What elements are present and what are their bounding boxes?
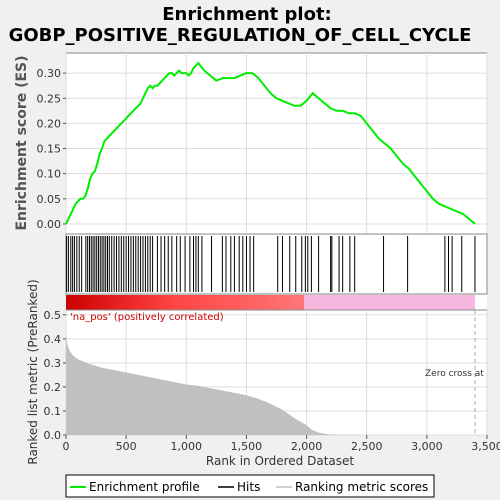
x-tick-label: 3,000 [411,440,443,453]
metric-y-tick-label: 0.0 [44,429,62,442]
x-axis-label: Rank in Ordered Dataset [206,454,354,468]
x-tick-label: 2,000 [291,440,323,453]
metric-y-ticks: 0.0 0.1 0.2 0.3 0.4 0.5 [44,309,66,442]
band-positive [66,295,305,310]
es-y-tick-label: 0.15 [37,143,62,156]
rank-color-band [66,295,487,310]
x-tick-label: 3,500 [471,440,500,453]
x-tick-label: 500 [116,440,137,453]
metric-y-axis-label: Ranked list metric (PreRanked) [26,279,40,464]
legend-box [65,474,435,498]
legend-label-enrichment: Enrichment profile [89,480,200,494]
chart-title-line2: GOBP_POSITIVE_REGULATION_OF_CELL_CYCLE [9,25,472,46]
hits-marks [66,236,476,292]
metric-y-tick-label: 0.5 [44,309,62,322]
ranking-metric-area [66,334,475,435]
es-y-ticks: 0.00 0.05 0.10 0.15 0.20 0.25 0.30 [37,67,66,231]
positive-correlation-annotation: 'na_pos' (positively correlated) [70,312,224,323]
hits-panel-frame [65,233,488,295]
metric-y-tick-label: 0.1 [44,405,62,418]
es-y-tick-label: 0.20 [37,117,62,130]
x-tick-label: 0 [63,440,70,453]
metric-y-tick-label: 0.4 [44,333,62,346]
es-y-axis-label: Enrichment score (ES) [14,55,30,230]
es-panel-frame [65,52,488,235]
band-empty [474,295,487,310]
es-y-tick-label: 0.10 [37,168,62,181]
enrichment-profile-line [65,61,476,225]
band-negative [304,295,475,310]
chart-title-line1: Enrichment plot: [162,4,332,25]
es-y-tick-label: 0.25 [37,92,62,105]
es-y-tick-label: 0.00 [37,218,62,231]
es-y-tick-label: 0.05 [37,193,62,206]
legend-label-hits: Hits [237,480,260,494]
legend-label-metric: Ranking metric scores [295,480,428,494]
x-tick-label: 1,000 [171,440,203,453]
metric-y-tick-label: 0.2 [44,381,62,394]
zero-cross-annotation: Zero cross at [425,369,484,379]
metric-y-tick-label: 0.3 [44,357,62,370]
x-tick-label: 1,500 [231,440,263,453]
x-tick-label: 2,500 [351,440,383,453]
x-axis-ticks: 0 500 1,000 1,500 2,000 2,500 3,000 3,500 [63,435,500,453]
es-y-tick-label: 0.30 [37,67,62,80]
